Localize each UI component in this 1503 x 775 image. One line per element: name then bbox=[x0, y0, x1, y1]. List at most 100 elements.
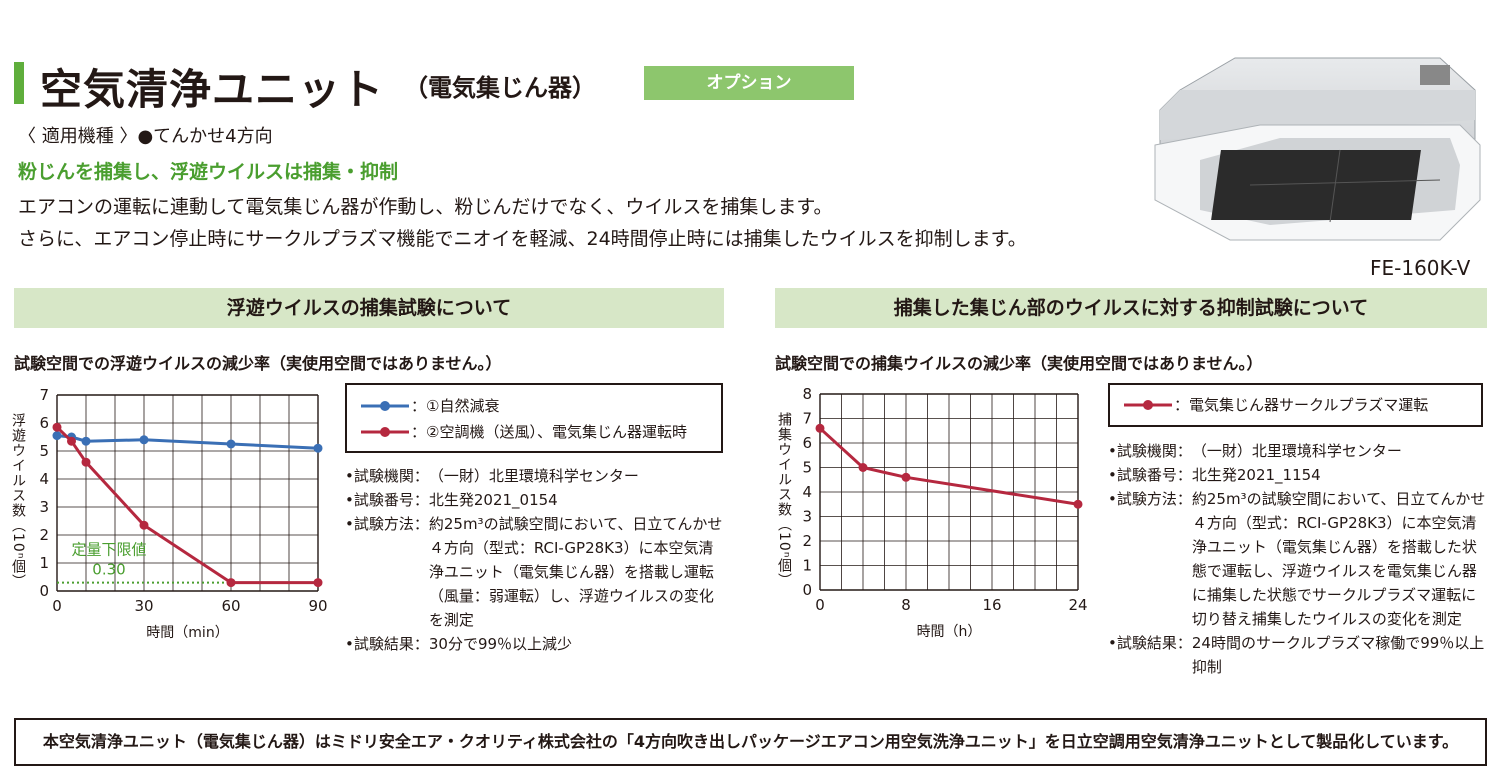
y-tick-label: 2 bbox=[39, 526, 49, 544]
y-tick-label: 4 bbox=[39, 470, 49, 488]
left-chart-title: 試験空間での浮遊ウイルスの減少率（実使用空間ではありません。） bbox=[14, 354, 502, 373]
info-row: •試験機関： （一財）北里環境科学センター bbox=[345, 464, 723, 488]
info-row: •試験結果： 30分で99％以上減少 bbox=[345, 632, 723, 656]
info-value: （一財）北里環境科学センター bbox=[428, 467, 639, 485]
data-point bbox=[858, 463, 868, 472]
y-tick-label: 3 bbox=[39, 498, 49, 516]
legend-label: ：②空調機（送風）、電気集じん器運転時 bbox=[411, 423, 687, 441]
data-point bbox=[139, 520, 149, 530]
right-legend: ：電気集じん器サークルプラズマ運転 bbox=[1108, 383, 1483, 427]
info-value: 30分で99％以上減少 bbox=[428, 635, 573, 653]
info-label: •試験方法： bbox=[1108, 490, 1192, 508]
legend-item: ：①自然減衰 bbox=[359, 393, 709, 419]
left-test-info: •試験機関： （一財）北里環境科学センター •試験番号： 北生発2021_0154 … bbox=[345, 464, 723, 656]
left-chart-ylabel: 浮遊ウイルス数（10ⁿ個） bbox=[10, 413, 26, 589]
y-tick-label: 6 bbox=[39, 414, 49, 432]
info-value: （一財）北里環境科学センター bbox=[1191, 442, 1402, 460]
info-row: •試験方法： 約25m³の試験空間において、日立てんかせ４方向（型式：RCI-GP… bbox=[345, 512, 723, 632]
x-tick-label: 60 bbox=[221, 597, 240, 615]
series-line bbox=[55, 426, 318, 585]
info-row: •試験機関： （一財）北里環境科学センター bbox=[1108, 439, 1488, 463]
x-tick-label: 30 bbox=[134, 597, 153, 615]
series-line bbox=[818, 427, 1079, 506]
legend-label: ：電気集じん器サークルプラズマ運転 bbox=[1174, 396, 1429, 414]
applicable-models: 〈 適用機種 〉●てんかせ4方向 bbox=[18, 122, 273, 148]
legend-label: ：①自然減衰 bbox=[411, 397, 500, 415]
data-point bbox=[226, 439, 236, 449]
x-tick-label: 8 bbox=[901, 596, 911, 614]
data-point bbox=[226, 578, 236, 588]
series-line bbox=[56, 434, 319, 450]
info-label: •試験番号： bbox=[345, 491, 429, 509]
y-tick-label: 6 bbox=[802, 434, 812, 452]
legend-item: ：電気集じん器サークルプラズマ運転 bbox=[1122, 393, 1469, 417]
right-chart-title: 試験空間での捕集ウイルスの減少率（実使用空間ではありません。） bbox=[775, 354, 1263, 373]
tagline: 粉じんを捕集し、浮遊ウイルスは捕集・抑制 bbox=[18, 161, 399, 183]
info-label: •試験結果： bbox=[1108, 634, 1192, 652]
right-chart-xlabel: 時間（h） bbox=[917, 624, 982, 640]
info-label: •試験番号： bbox=[1108, 466, 1192, 484]
footer-note: 本空気清浄ユニット（電気集じん器）はミドリ安全エア・クオリティ株式会社の「4方向… bbox=[14, 718, 1487, 766]
x-tick-label: 24 bbox=[1068, 596, 1087, 614]
y-tick-label: 8 bbox=[802, 385, 812, 403]
info-value: 約25m³の試験空間において、日立てんかせ４方向（型式：RCI-GP28K3）に… bbox=[428, 515, 723, 629]
info-value: 約25m³の試験空間において、日立てんかせ４方向（型式：RCI-GP28K3）に… bbox=[1191, 490, 1486, 628]
data-point bbox=[52, 431, 62, 441]
data-point bbox=[901, 472, 911, 482]
legend-marker-red bbox=[1124, 400, 1172, 410]
data-point bbox=[52, 422, 62, 432]
data-point bbox=[313, 443, 323, 453]
data-point bbox=[67, 436, 76, 446]
info-label: •試験結果： bbox=[345, 635, 429, 653]
info-label: •試験機関： bbox=[1108, 442, 1192, 460]
y-tick-label: 7 bbox=[802, 410, 812, 428]
info-label: •試験方法： bbox=[345, 515, 429, 533]
data-point bbox=[139, 435, 149, 445]
description-line-2: さらに、エアコン停止時にサークルプラズマ機能でニオイを軽減、24時間停止時には捕… bbox=[18, 228, 1027, 250]
data-point bbox=[313, 578, 323, 588]
x-tick-label: 16 bbox=[982, 596, 1001, 614]
info-row: •試験番号： 北生発2021_1154 bbox=[1108, 463, 1488, 487]
data-point bbox=[1073, 499, 1083, 509]
data-point bbox=[81, 457, 91, 467]
legend-marker-red bbox=[361, 427, 409, 437]
info-label: •試験機関： bbox=[345, 467, 429, 485]
x-tick-label: 0 bbox=[52, 597, 62, 615]
y-tick-label: 7 bbox=[39, 386, 49, 404]
y-tick-label: 0 bbox=[39, 582, 49, 600]
x-tick-label: 90 bbox=[308, 597, 327, 615]
right-chart: 0 1 2 3 4 5 6 7 8 0 8 16 24 時間（h） 捕集ウイルス数（10ⁿ個） bbox=[776, 385, 1088, 640]
right-chart-ylabel: 捕集ウイルス数（10ⁿ個） bbox=[776, 412, 792, 588]
data-point bbox=[81, 436, 91, 446]
page-subtitle: （電気集じん器） bbox=[404, 74, 596, 102]
legend-marker-blue bbox=[361, 401, 409, 411]
right-section-heading: 捕集した集じん部のウイルスに対する抑制試験について bbox=[775, 288, 1487, 328]
applicable-label: 〈 適用機種 〉 bbox=[18, 126, 138, 147]
left-chart: 定量下限値 0.30 0 1 2 3 4 5 6 7 0 30 60 90 時間（min） 浮遊ウイルス… bbox=[10, 386, 328, 641]
option-badge: オプション bbox=[644, 66, 854, 100]
left-chart-xlabel: 時間（min） bbox=[146, 625, 228, 641]
title-accent-bar bbox=[14, 62, 24, 104]
info-value: 北生発2021_1154 bbox=[1191, 466, 1321, 484]
x-tick-label: 0 bbox=[815, 596, 825, 614]
y-tick-label: 4 bbox=[802, 483, 812, 501]
y-tick-label: 1 bbox=[39, 554, 49, 572]
model-number: FE-160K-V bbox=[1370, 256, 1471, 280]
info-value: 北生発2021_0154 bbox=[428, 491, 558, 509]
threshold-value: 0.30 bbox=[92, 561, 125, 579]
y-tick-label: 2 bbox=[802, 532, 812, 550]
y-tick-label: 5 bbox=[802, 459, 812, 477]
y-tick-label: 1 bbox=[802, 557, 812, 575]
y-tick-label: 0 bbox=[802, 581, 812, 599]
info-row: •試験方法： 約25m³の試験空間において、日立てんかせ４方向（型式：RCI-GP… bbox=[1108, 487, 1488, 631]
info-row: •試験結果： 24時間のサークルプラズマ稼働で99％以上抑制 bbox=[1108, 631, 1488, 679]
threshold-label: 定量下限値 bbox=[71, 541, 146, 559]
product-image bbox=[1154, 57, 1481, 241]
legend-item: ：②空調機（送風）、電気集じん器運転時 bbox=[359, 419, 709, 445]
left-section-heading: 浮遊ウイルスの捕集試験について bbox=[14, 288, 724, 328]
y-tick-label: 3 bbox=[802, 508, 812, 526]
data-point bbox=[815, 423, 825, 433]
info-row: •試験番号： 北生発2021_0154 bbox=[345, 488, 723, 512]
description-line-1: エアコンの運転に連動して電気集じん器が作動し、粉じんだけでなく、ウイルスを捕集し… bbox=[18, 196, 833, 218]
info-value: 24時間のサークルプラズマ稼働で99％以上抑制 bbox=[1191, 634, 1485, 676]
